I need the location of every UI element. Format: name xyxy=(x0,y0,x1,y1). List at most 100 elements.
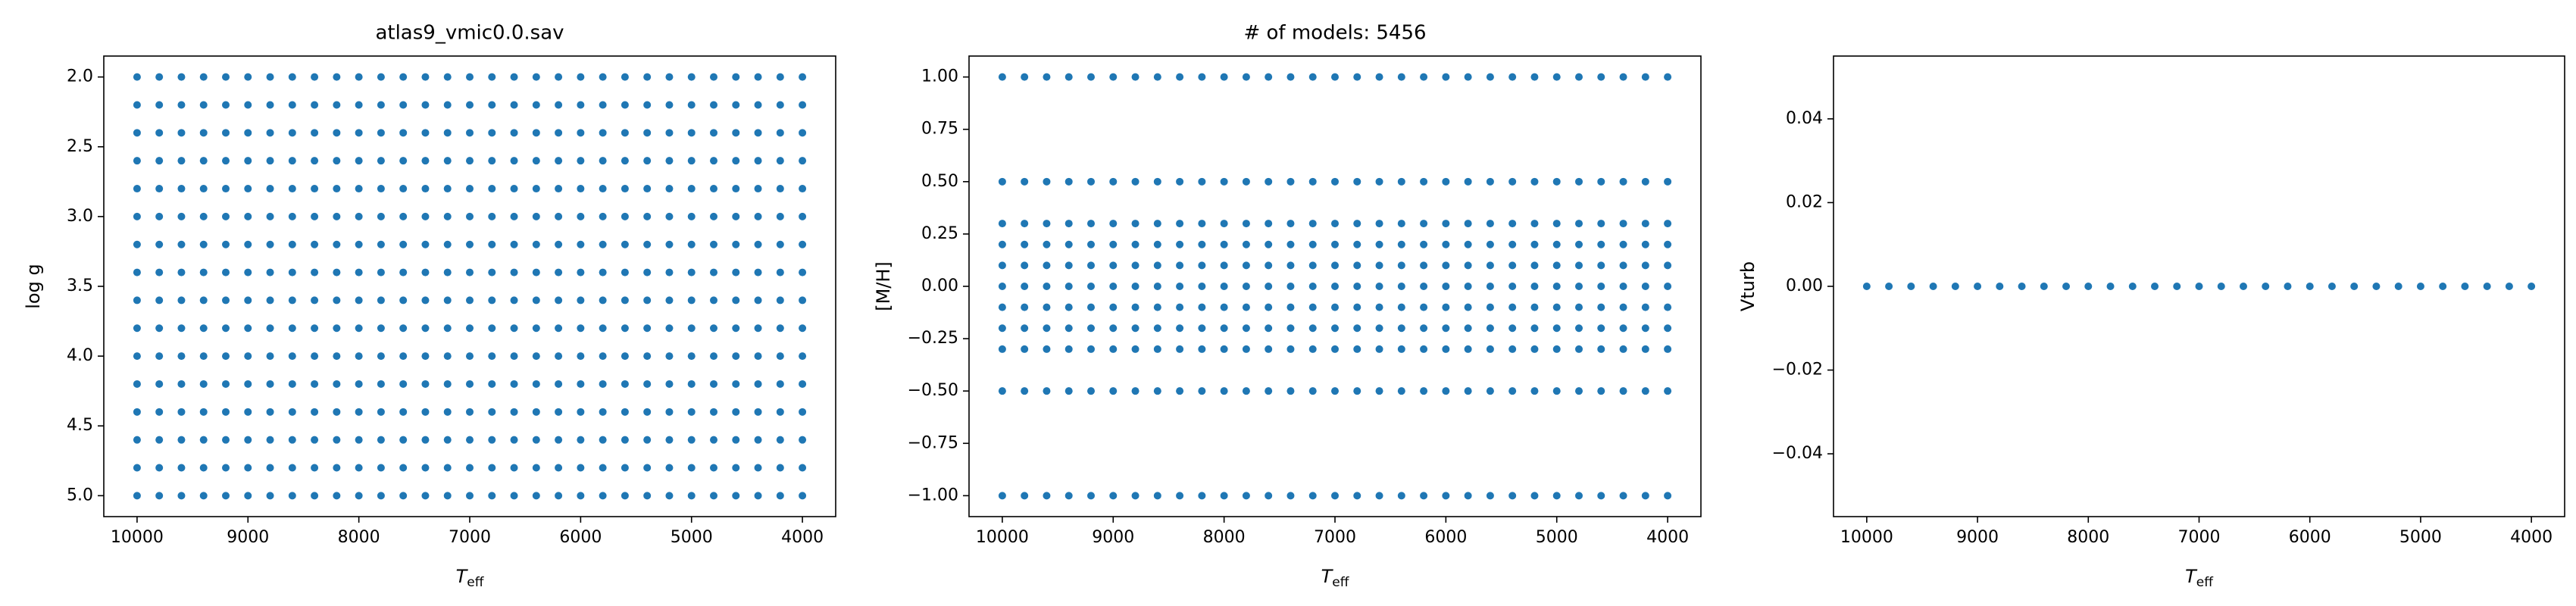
data-point xyxy=(1464,387,1472,395)
data-point xyxy=(1153,345,1161,353)
data-point xyxy=(199,129,208,137)
data-point xyxy=(333,101,341,109)
data-point xyxy=(710,73,717,81)
data-point xyxy=(266,212,274,220)
data-point xyxy=(288,212,296,220)
data-point xyxy=(1331,303,1339,311)
data-point xyxy=(776,296,784,305)
data-point xyxy=(1220,177,1228,186)
data-point xyxy=(2350,283,2359,290)
data-point xyxy=(1575,303,1583,311)
data-point xyxy=(599,212,607,220)
data-point xyxy=(621,464,629,472)
data-point xyxy=(1242,303,1250,311)
data-point xyxy=(510,352,518,361)
data-point xyxy=(1176,283,1184,290)
data-point xyxy=(155,185,164,193)
data-point xyxy=(510,324,518,333)
data-point xyxy=(399,185,408,193)
data-point xyxy=(488,101,496,109)
data-point xyxy=(1220,387,1228,395)
data-point xyxy=(244,296,252,305)
data-point xyxy=(1265,240,1273,248)
data-point xyxy=(1597,303,1605,311)
data-point xyxy=(1043,345,1051,353)
data-point xyxy=(732,352,740,361)
data-point xyxy=(399,157,408,165)
data-point xyxy=(643,129,652,137)
data-point xyxy=(2106,283,2115,290)
data-point xyxy=(687,73,696,81)
data-point xyxy=(222,296,230,305)
data-point xyxy=(555,296,563,305)
data-point xyxy=(799,380,807,388)
data-point xyxy=(1021,303,1029,311)
data-point xyxy=(710,101,717,109)
data-point xyxy=(2262,283,2270,290)
data-point xyxy=(1220,240,1228,248)
data-point xyxy=(355,268,363,276)
data-point xyxy=(732,268,740,276)
data-point xyxy=(399,492,408,500)
data-point xyxy=(1265,283,1273,290)
data-point xyxy=(177,464,186,472)
data-point xyxy=(1664,324,1672,333)
data-point xyxy=(1109,303,1118,311)
data-point xyxy=(1043,73,1051,81)
data-point xyxy=(377,464,385,472)
data-point xyxy=(244,380,252,388)
data-point xyxy=(288,324,296,333)
data-point xyxy=(1176,177,1184,186)
data-point xyxy=(177,324,186,333)
data-point xyxy=(577,185,585,193)
y-tick-label: 0.00 xyxy=(1786,276,1823,295)
data-point xyxy=(199,157,208,165)
data-point xyxy=(377,436,385,444)
data-point xyxy=(732,464,740,472)
data-point xyxy=(776,492,784,500)
data-point xyxy=(577,436,585,444)
data-point xyxy=(1641,177,1649,186)
data-point xyxy=(687,492,696,500)
data-point xyxy=(687,296,696,305)
data-point xyxy=(776,408,784,416)
data-point xyxy=(577,240,585,248)
data-point xyxy=(2505,283,2513,290)
data-point xyxy=(1021,345,1029,353)
data-point xyxy=(443,268,452,276)
data-point xyxy=(1619,303,1627,311)
data-point xyxy=(488,129,496,137)
data-point xyxy=(577,408,585,416)
data-point xyxy=(266,185,274,193)
data-point xyxy=(532,268,540,276)
data-point xyxy=(1619,220,1627,228)
x-label-subscript: eff xyxy=(2196,575,2214,590)
data-point xyxy=(1929,283,1937,290)
data-point xyxy=(1486,492,1494,500)
data-point xyxy=(1353,387,1361,395)
data-point xyxy=(1176,324,1184,333)
data-point xyxy=(222,324,230,333)
data-point xyxy=(177,268,186,276)
data-point xyxy=(621,185,629,193)
data-point xyxy=(421,101,430,109)
data-point xyxy=(1331,387,1339,395)
data-point xyxy=(355,352,363,361)
data-point xyxy=(488,464,496,472)
data-point xyxy=(1242,220,1250,228)
data-point xyxy=(1530,220,1539,228)
data-point xyxy=(2394,283,2402,290)
data-point xyxy=(1198,220,1206,228)
x-tick-label: 7000 xyxy=(2178,528,2221,547)
data-point xyxy=(288,492,296,500)
data-point xyxy=(1131,177,1140,186)
data-point xyxy=(266,296,274,305)
data-point xyxy=(466,436,474,444)
data-point xyxy=(199,296,208,305)
data-point xyxy=(355,73,363,81)
data-point xyxy=(665,129,674,137)
data-point xyxy=(1375,220,1383,228)
data-point xyxy=(1664,73,1672,81)
data-point xyxy=(466,464,474,472)
data-point xyxy=(1641,73,1649,81)
